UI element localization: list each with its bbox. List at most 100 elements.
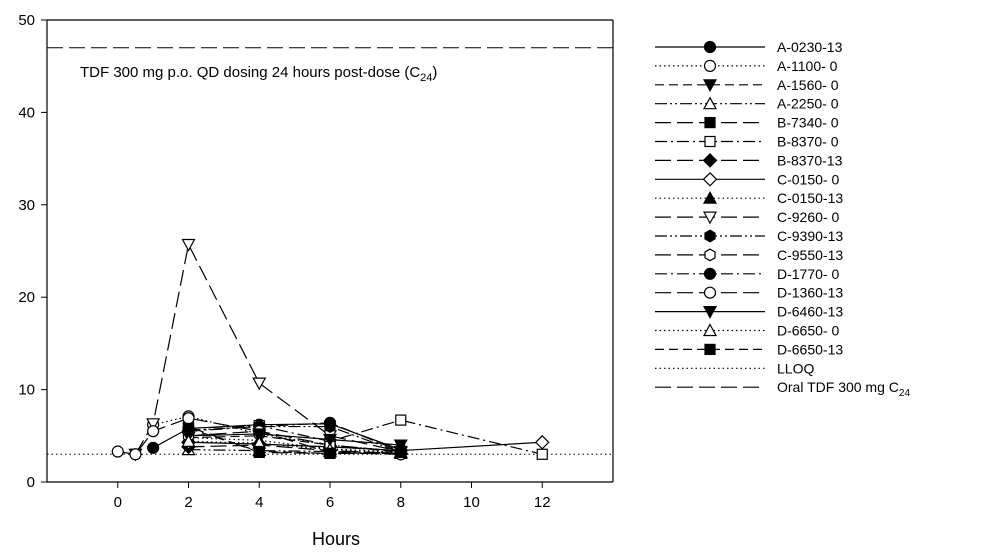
legend-label: B-7340- 0 [777,115,839,131]
annotation-text: TDF 300 mg p.o. QD dosing 24 hours post-… [80,64,437,84]
series-C-9260-0 [128,238,408,462]
legend-item: D-1770- 0 [655,266,839,282]
series-line [188,444,401,454]
series-D-6650-13 [182,422,407,459]
y-tick-label: 40 [18,104,35,121]
legend-marker [704,343,716,355]
data-point [324,447,336,459]
data-point [323,416,337,429]
series-line [188,430,401,453]
legend-marker [703,267,717,280]
x-tick-label: 12 [534,494,551,511]
legend-marker [702,153,718,168]
series-line [188,422,401,453]
legend-label: B-8370- 0 [777,134,839,150]
plot-area: 0 2 4 6 8 10 12 0 10 20 30 40 50 Hours TDF 300 mg p.o.… [18,12,614,549]
legend: A-0230-13 A-1100- 0 A-1560- 0 A-2250- 0 B-73… [655,39,910,399]
legend-label: D-6650-13 [777,341,843,357]
data-point [146,418,161,432]
legend-marker [702,79,718,93]
legend-item: D-6460-13 [655,304,843,320]
legend-label: LLOQ [777,360,814,376]
legend-item: A-2250- 0 [655,96,839,112]
data-point [322,433,338,447]
legend-label: C-0150- 0 [777,171,839,187]
data-point [395,446,407,459]
legend-item: B-8370- 0 [655,134,839,150]
legend-label: C-9260- 0 [777,209,839,225]
data-point [182,422,195,435]
x-axis-label: Hours [312,529,360,549]
x-tick-label: 8 [397,494,405,511]
data-point [111,445,124,458]
legend-label: D-1360-13 [777,285,843,301]
legend-item: D-6650- 0 [655,323,839,339]
data-point [534,434,550,450]
legend-marker [702,306,718,319]
data-point [129,448,142,461]
legend-item: B-7340- 0 [655,115,839,131]
legend-label: A-1560- 0 [777,77,839,93]
legend-marker [703,286,717,299]
x-tick-label: 10 [463,494,480,511]
legend-marker [702,171,718,187]
series-line [188,433,401,446]
data-point [536,448,548,460]
legend-label: D-6650- 0 [777,323,839,339]
legend-marker [704,116,716,129]
legend-item: D-1360-13 [655,285,843,301]
y-tick-label: 10 [18,382,35,399]
legend-item: A-1560- 0 [655,77,839,93]
legend-label: Oral TDF 300 mg C24 [777,379,910,399]
legend-marker [704,229,716,243]
legend-item: Oral TDF 300 mg C24 [655,379,910,399]
y-tick-label: 20 [18,289,35,306]
legend-marker [702,190,718,204]
legend-label: A-0230-13 [777,39,843,55]
series-line [188,435,401,454]
legend-item: A-1100- 0 [655,58,838,74]
y-tick-label: 30 [18,197,35,214]
legend-label: C-0150-13 [777,190,843,206]
legend-item: C-9390-13 [655,228,843,244]
legend-label: A-2250- 0 [777,96,839,112]
legend-item: D-6650-13 [655,341,843,357]
legend-item: C-9260- 0 [655,209,839,225]
y-tick-label: 50 [18,12,35,29]
legend-label: C-9550-13 [777,247,843,263]
legend-marker [703,59,717,73]
data-point [147,441,160,454]
x-tick-label: 6 [326,494,334,511]
legend-item: C-0150- 0 [655,171,839,187]
y-tick-label: 0 [27,474,35,491]
legend-label: D-6460-13 [777,304,843,320]
legend-item: B-8370-13 [655,152,843,168]
legend-marker [704,135,716,148]
legend-label: D-1770- 0 [777,266,839,282]
series-line [188,425,401,453]
legend-marker [702,96,718,110]
legend-marker [702,323,718,337]
x-tick-label: 0 [114,494,122,511]
x-tick-label: 4 [255,494,263,511]
data-point [252,377,267,391]
data-point [182,412,195,425]
legend-item: C-0150-13 [655,190,843,206]
legend-label: B-8370-13 [777,152,843,168]
x-tick-label: 2 [184,494,192,511]
legend-item: A-0230-13 [655,39,843,55]
data-point [395,414,407,426]
legend-marker [703,40,717,54]
legend-marker [704,248,716,262]
data-point [181,238,196,252]
legend-item: LLOQ [655,360,814,376]
data-point [147,425,160,438]
legend-marker [702,211,718,225]
legend-label: C-9390-13 [777,228,843,244]
data-point [252,428,267,442]
data-point [181,434,196,447]
legend-item: C-9550-13 [655,247,843,263]
data-point [253,445,265,458]
